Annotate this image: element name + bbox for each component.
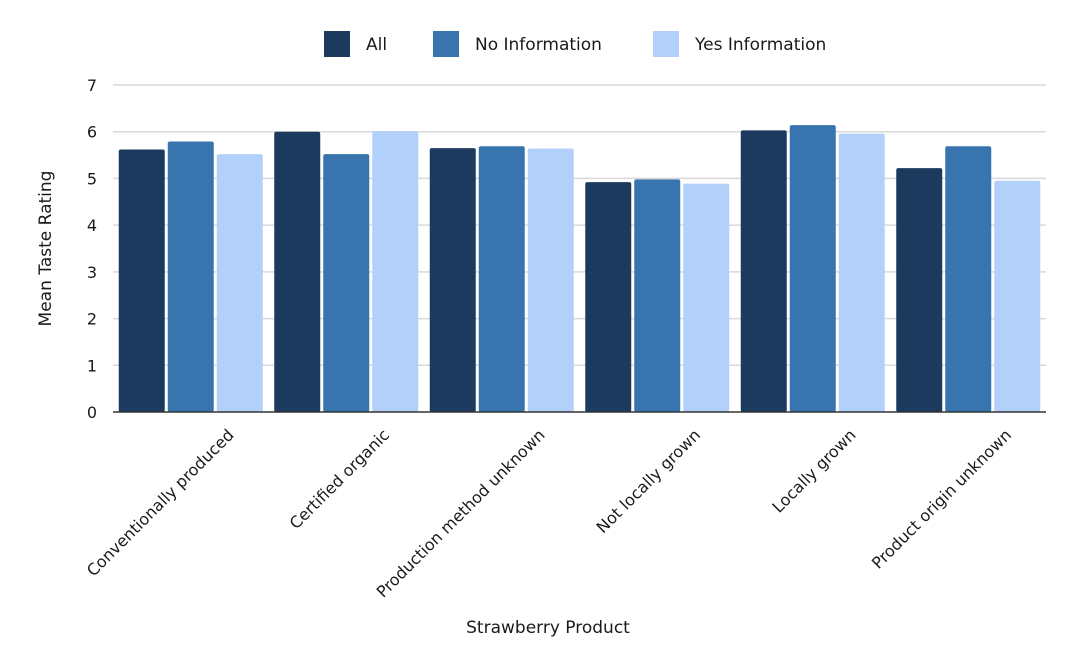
y-tick-label: 2 [87,310,97,329]
legend-item: Yes Information [653,31,826,57]
y-axis-title: Mean Taste Rating [36,171,56,327]
bars [118,125,1041,413]
y-tick-label: 4 [87,216,97,235]
bar [896,168,943,412]
bar [789,125,836,412]
bar [478,146,525,412]
legend-item: All [324,31,387,57]
y-tick-label: 0 [87,403,97,422]
y-tick-label: 1 [87,356,97,375]
y-tick-label: 5 [87,169,97,188]
x-tick-label: Conventionally produced [83,425,238,580]
bar [216,154,263,412]
bar [683,183,730,412]
bar [167,141,214,412]
bar [429,148,476,413]
legend-label: All [366,35,387,55]
legend-label: Yes Information [694,35,826,55]
bar [838,133,885,412]
bar [323,154,370,412]
legend-item: No Information [433,31,602,57]
bar [372,131,419,413]
x-tick-label: Production method unknown [373,425,549,601]
x-axis-title: Strawberry Product [466,618,630,638]
bar [585,182,632,412]
bar [274,131,321,412]
bar [118,149,165,413]
bar [740,130,787,412]
gridlines [113,84,1046,367]
bar [994,180,1041,412]
legend-swatch [653,31,679,57]
bar [945,146,992,412]
y-tick-label: 3 [87,263,97,282]
y-axis-ticks: 0 1 2 3 4 5 6 7 [87,76,97,422]
x-tick-label: Product origin unknown [868,425,1015,572]
x-tick-label: Not locally grown [592,425,704,537]
y-tick-label: 6 [87,123,97,142]
x-tick-label: Locally grown [768,425,859,516]
x-tick-label: Certified organic [286,425,393,532]
legend-swatch [324,31,350,57]
legend: All No Information Yes Information [324,31,826,57]
x-axis-ticks: Conventionally produced Certified organic… [83,425,1015,601]
legend-label: No Information [475,35,602,55]
legend-swatch [433,31,459,57]
y-tick-label: 7 [87,76,97,95]
bar [634,179,681,412]
bar [527,148,574,412]
